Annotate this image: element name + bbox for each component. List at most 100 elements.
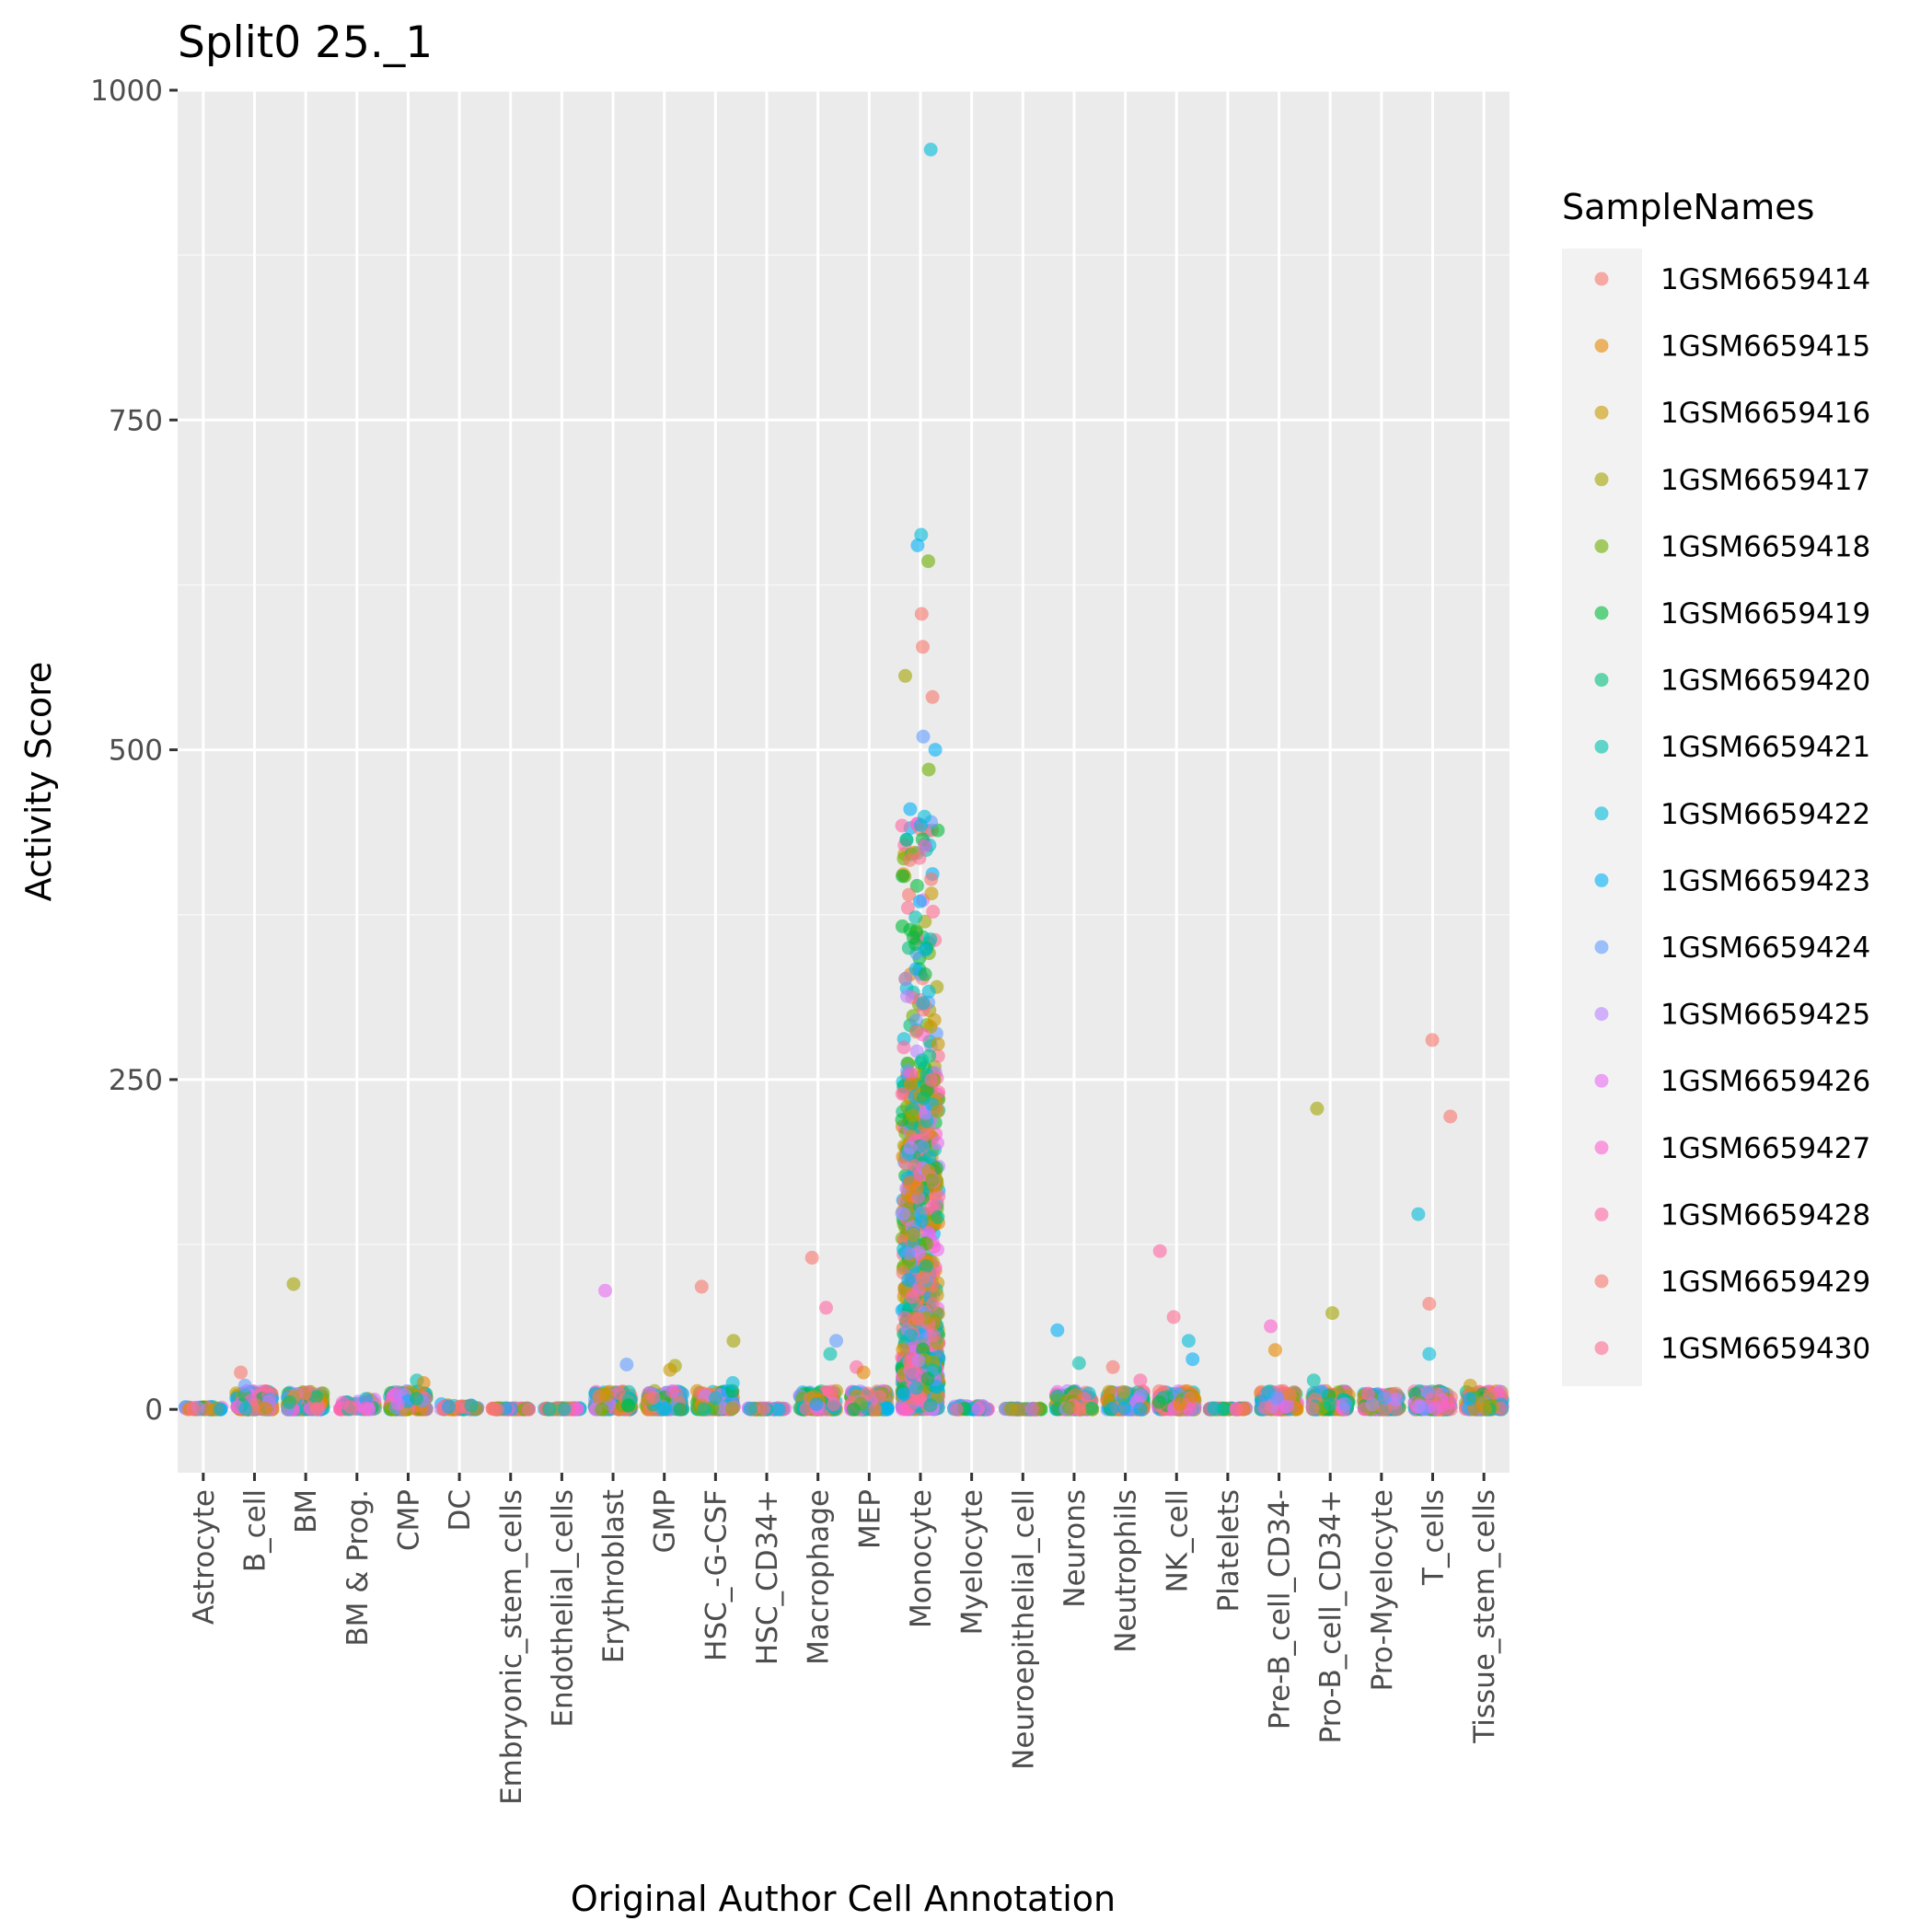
data-point xyxy=(1050,1323,1065,1337)
data-point xyxy=(949,1402,964,1417)
data-point xyxy=(897,1387,911,1402)
data-point xyxy=(926,905,941,919)
data-point xyxy=(880,1401,895,1416)
data-point xyxy=(914,607,929,621)
x-tick-label: Macrophage xyxy=(803,1489,836,1665)
data-point xyxy=(895,1086,909,1101)
data-point xyxy=(899,833,914,847)
data-point xyxy=(903,802,918,816)
data-point xyxy=(1378,1391,1393,1406)
legend-key xyxy=(1594,538,1609,553)
x-tick-label: Astrocyte xyxy=(188,1489,221,1625)
data-point xyxy=(868,1402,883,1417)
data-point xyxy=(897,1040,911,1055)
legend-label: 1GSM6659418 xyxy=(1660,530,1870,563)
data-point xyxy=(923,143,938,156)
x-tick-label: Embryonic_stem_cells xyxy=(495,1489,528,1805)
data-point xyxy=(931,1136,944,1151)
data-point xyxy=(915,1053,930,1068)
data-point xyxy=(804,1250,819,1265)
data-point xyxy=(570,1401,584,1416)
data-point xyxy=(1207,1401,1221,1416)
data-point xyxy=(918,943,932,957)
data-point xyxy=(308,1402,323,1416)
data-point xyxy=(697,1402,711,1417)
x-tick-label: BM xyxy=(290,1489,323,1533)
x-tick-label: DC xyxy=(444,1489,477,1532)
data-point xyxy=(709,1391,723,1406)
legend-key xyxy=(1594,472,1609,487)
data-point xyxy=(827,1397,841,1412)
data-point xyxy=(823,1347,838,1361)
x-tick-label: Erythroblast xyxy=(597,1489,631,1663)
data-point xyxy=(521,1402,536,1417)
data-point xyxy=(1235,1402,1250,1417)
data-point xyxy=(1463,1392,1476,1406)
x-tick-label: Neuroepithelial_cell xyxy=(1007,1489,1040,1770)
data-point xyxy=(908,1381,923,1395)
y-tick-label: 0 xyxy=(145,1394,163,1427)
x-tick-label: Endothelial_cells xyxy=(546,1489,579,1728)
data-point xyxy=(1306,1373,1321,1388)
data-point xyxy=(1411,1399,1426,1414)
data-point xyxy=(621,1398,636,1413)
data-point xyxy=(186,1402,201,1417)
data-point xyxy=(898,668,912,683)
data-point xyxy=(1310,1101,1325,1116)
data-point xyxy=(910,1312,925,1326)
data-point xyxy=(908,1024,923,1039)
data-points xyxy=(178,143,1510,1417)
plot-panel xyxy=(178,90,1510,1473)
data-point xyxy=(694,1279,709,1294)
data-point xyxy=(910,538,925,552)
data-point xyxy=(931,1209,945,1224)
legend-key xyxy=(1594,606,1609,620)
data-point xyxy=(619,1358,634,1371)
data-point xyxy=(656,1402,671,1417)
x-tick-label: Pro-Myelocyte xyxy=(1366,1489,1399,1691)
legend-key xyxy=(1594,272,1609,286)
data-point xyxy=(916,1140,931,1154)
legend-key xyxy=(1594,873,1609,887)
data-point xyxy=(1443,1109,1458,1124)
data-point xyxy=(308,1390,323,1405)
data-point xyxy=(1258,1400,1273,1415)
data-point xyxy=(464,1398,479,1413)
data-point xyxy=(906,1227,920,1242)
data-point xyxy=(916,1270,931,1285)
data-point xyxy=(1105,1401,1119,1416)
data-point xyxy=(1071,1356,1086,1371)
data-point xyxy=(911,1353,926,1368)
data-point xyxy=(726,1334,741,1348)
x-tick-label: BM & Prog. xyxy=(341,1489,375,1647)
x-tick-label: Pre-B_cell_CD34- xyxy=(1264,1489,1297,1730)
y-tick-label: 1000 xyxy=(90,75,163,108)
data-point xyxy=(1428,1401,1441,1416)
data-point xyxy=(923,1398,938,1413)
data-point xyxy=(928,743,943,758)
data-point xyxy=(896,869,909,884)
data-point xyxy=(829,1334,843,1348)
data-point xyxy=(927,1012,942,1027)
data-point xyxy=(908,1159,922,1174)
data-point xyxy=(918,967,932,981)
legend-label: 1GSM6659422 xyxy=(1660,798,1870,831)
data-point xyxy=(488,1402,503,1417)
x-tick-label: CMP xyxy=(392,1489,425,1551)
legend-label: 1GSM6659416 xyxy=(1660,397,1870,430)
x-tick-label: Platelets xyxy=(1212,1489,1245,1613)
data-point xyxy=(1305,1402,1320,1416)
data-point xyxy=(234,1365,249,1380)
data-point xyxy=(542,1402,557,1417)
data-point xyxy=(901,1246,916,1260)
data-point xyxy=(897,1311,912,1325)
data-point xyxy=(744,1402,758,1416)
data-point xyxy=(916,1091,931,1105)
data-point xyxy=(904,1328,919,1343)
x-tick-label: Myelocyte xyxy=(956,1489,989,1635)
data-point xyxy=(916,996,931,1011)
data-point xyxy=(442,1400,456,1415)
data-point xyxy=(918,839,932,853)
x-tick-label: Tissue_stem_cells xyxy=(1468,1489,1501,1744)
